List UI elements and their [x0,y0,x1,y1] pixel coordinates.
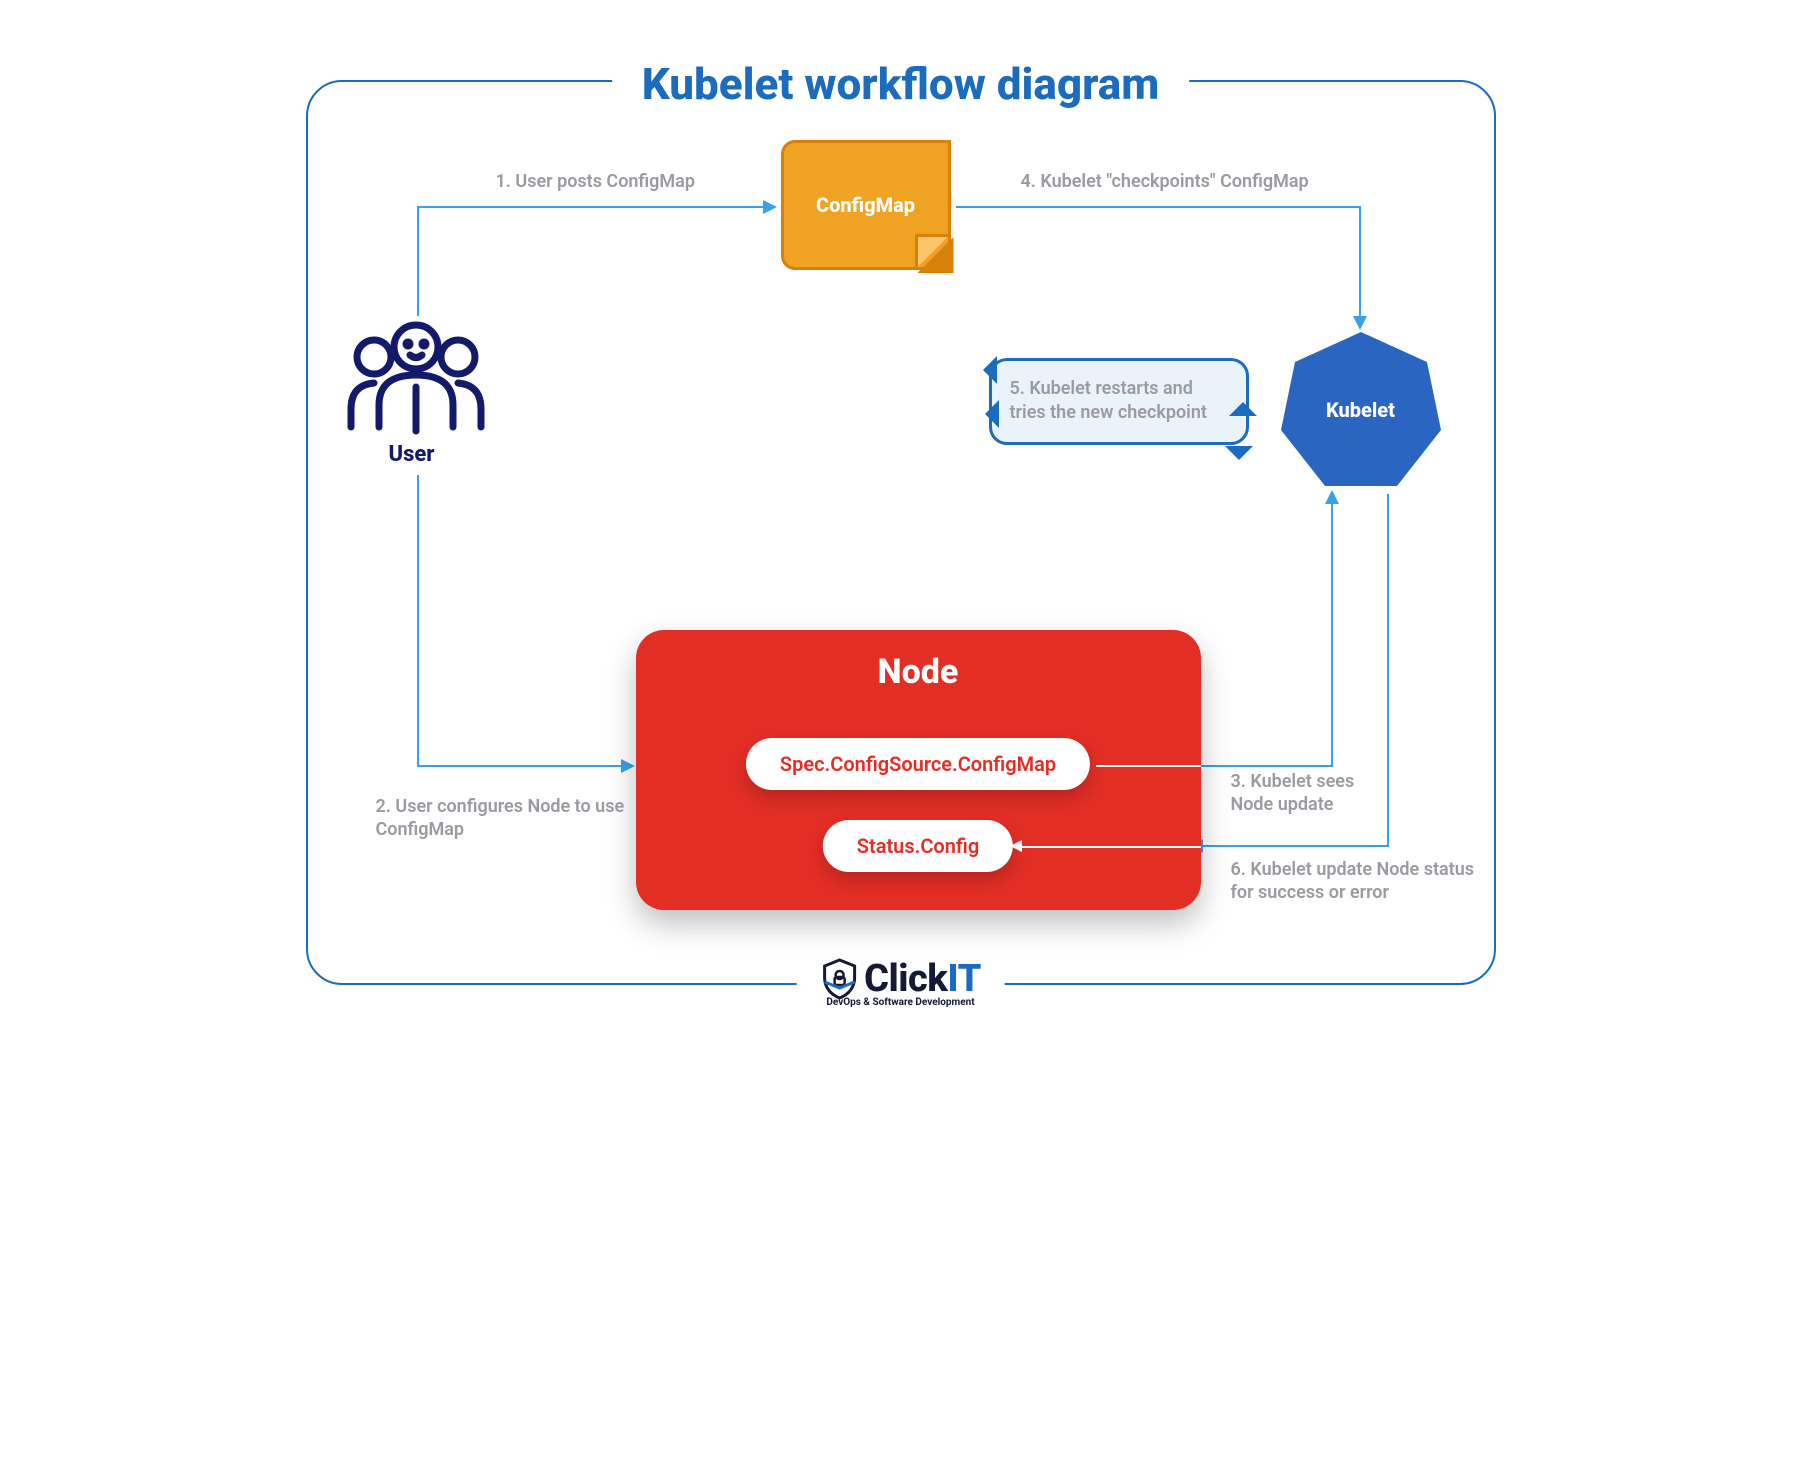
node-inner-arrow2 [1010,840,1022,852]
node-inner-line1 [1096,765,1201,767]
arrow2-h [417,765,625,767]
arrow1-h [417,206,767,208]
node-pill-status: Status.Config [823,820,1013,872]
kubelet-entity: Kubelet [1279,328,1443,492]
step2-label: 2. User configures Node to use ConfigMap [376,795,636,842]
arrow3-head [1325,490,1339,504]
step4-label: 4. Kubelet "checkpoints" ConfigMap [1021,170,1309,193]
arrow1-v [417,206,419,316]
step1-label: 1. User posts ConfigMap [496,170,695,193]
configmap-label: ConfigMap [816,193,915,217]
step3-label: 3. Kubelet sees Node update [1231,770,1401,817]
arrow3-v [1331,502,1333,767]
node-title: Node [878,652,959,692]
node-entity: Node Spec.ConfigSource.ConfigMap Status.… [636,630,1201,910]
arrow2-head [621,759,635,773]
logo-text: ClickIT [864,957,981,1001]
kubelet-label: Kubelet [1326,398,1395,422]
diagram-title: Kubelet workflow diagram [612,58,1190,110]
node-inner-line2 [1021,846,1201,848]
arrow2-v [417,475,419,765]
restart-cycle-arrows [981,350,1261,470]
arrow6-h [1201,845,1389,847]
arrow4-h [956,206,1361,208]
step6-label: 6. Kubelet update Node status for succes… [1231,858,1491,905]
brand-logo: ClickIT DevOps & Software Development [796,957,1005,1008]
diagram-canvas: Kubelet workflow diagram User [301,40,1501,1010]
configmap-entity: ConfigMap [781,140,951,270]
user-entity [346,315,486,435]
users-icon [346,315,486,435]
arrow1-head [763,200,777,214]
logo-main: ClickIT [820,957,981,1001]
arrow4-v [1359,206,1361,321]
arrow3-h [1201,765,1333,767]
user-label: User [389,442,435,467]
shield-icon [820,958,858,1000]
node-pill-spec: Spec.ConfigSource.ConfigMap [746,738,1090,790]
